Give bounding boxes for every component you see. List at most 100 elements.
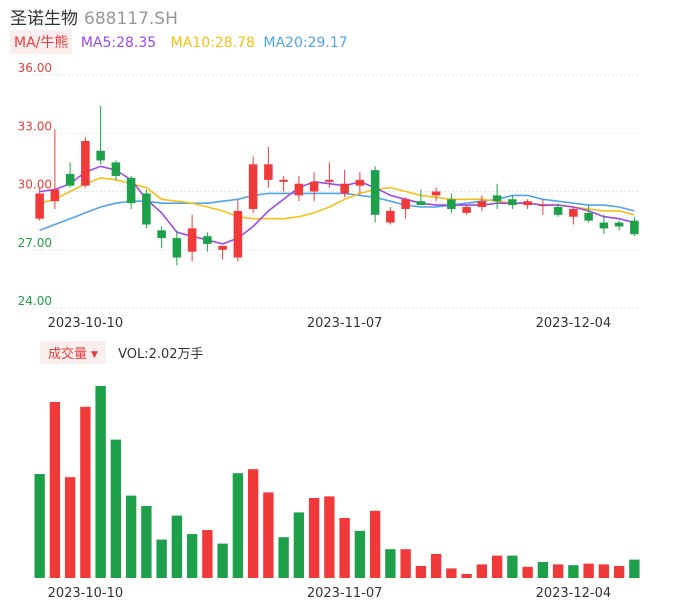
candle-body: [477, 201, 487, 208]
volume-bar: [613, 566, 625, 578]
candle-body: [416, 201, 426, 206]
candle-body: [264, 164, 273, 180]
candle-body: [340, 183, 349, 194]
candle-body: [309, 181, 319, 192]
volume-bar: [537, 562, 549, 578]
candle-body: [96, 150, 105, 161]
candle-body: [508, 199, 517, 206]
volume-bar: [278, 537, 289, 578]
candle-body: [203, 236, 212, 244]
x-tick-label: 2023-10-10: [48, 586, 124, 601]
x-tick-label: 2023-11-07: [307, 586, 383, 601]
volume-bar: [415, 566, 427, 578]
ma10-label: MA10:28.78: [170, 35, 255, 51]
candle-body: [142, 193, 151, 225]
candle-body: [599, 222, 609, 229]
volume-bar: [125, 495, 137, 578]
volume-indicator-dropdown[interactable]: 成交量 ▼: [40, 341, 106, 364]
candle-body: [172, 238, 182, 258]
volume-bar: [34, 474, 45, 578]
volume-bar: [476, 564, 488, 578]
y-tick-label: 36.00: [18, 61, 52, 75]
volume-bar: [110, 439, 122, 578]
volume-bar: [232, 473, 244, 578]
ma5-label: MA5:28.35: [80, 35, 157, 51]
volume-bar: [446, 568, 457, 578]
volume-bar: [491, 555, 503, 578]
price-grid: [32, 74, 640, 309]
volume-bar: [507, 555, 518, 578]
volume-bar: [293, 512, 305, 578]
volume-value: VOL:2.02万手: [118, 347, 204, 362]
volume-bar: [583, 563, 594, 578]
volume-bar: [49, 402, 61, 578]
stock-name: 圣诺生物: [10, 9, 78, 29]
candle-body: [233, 210, 243, 258]
candle-body: [111, 162, 121, 176]
candle-body: [187, 228, 197, 252]
ma-indicator-chip[interactable]: MA/牛熊: [10, 30, 73, 54]
candle-body: [584, 212, 593, 221]
candle-body: [294, 183, 304, 196]
volume-bar: [80, 406, 91, 578]
stock-code: 688117.SH: [84, 9, 178, 29]
volume-bar: [522, 566, 533, 578]
candle-body: [492, 195, 502, 202]
volume-bar: [385, 549, 396, 578]
candle-body: [569, 208, 578, 217]
y-tick-label: 30.00: [18, 178, 52, 192]
y-tick-label: 27.00: [18, 236, 52, 250]
candle-body: [81, 141, 90, 186]
volume-bar: [95, 386, 106, 578]
candle-body: [538, 205, 548, 207]
y-tick-label: 33.00: [18, 119, 52, 133]
candle-body: [279, 179, 288, 182]
volume-bar: [202, 530, 213, 578]
candle-body: [157, 230, 166, 239]
x-tick-label: 2023-12-04: [536, 316, 612, 331]
volume-bar: [247, 469, 259, 578]
candle-body: [630, 220, 639, 235]
y-tick-label: 24.00: [18, 294, 52, 308]
volume-bar: [430, 554, 442, 578]
volume-bar: [568, 565, 579, 578]
candle-body: [325, 179, 334, 182]
volume-chip-label: 成交量: [48, 347, 88, 362]
candle-body: [355, 179, 365, 186]
volume-bar: [354, 530, 366, 578]
volume-bar: [461, 574, 472, 578]
candle-body: [462, 207, 471, 213]
candle-body: [218, 245, 227, 250]
candle-body: [431, 191, 441, 196]
volume-bar: [141, 506, 152, 578]
x-tick-label: 2023-11-07: [307, 316, 383, 331]
ma20-label: MA20:29.17: [263, 35, 348, 51]
volume-bar: [217, 543, 228, 578]
candle-body: [553, 207, 563, 215]
title-row: 圣诺生物 688117.SH: [10, 4, 178, 29]
candle-body: [248, 164, 258, 209]
volume-bars: [34, 386, 640, 578]
candle-body: [401, 199, 410, 209]
volume-bar: [308, 498, 320, 578]
volume-bar: [400, 549, 411, 578]
x-tick-label: 2023-10-10: [48, 316, 124, 331]
candle-body: [35, 193, 44, 219]
volume-bar: [171, 515, 183, 578]
candle-body: [50, 189, 60, 202]
volume-bar: [64, 477, 76, 578]
candle-body: [65, 174, 75, 186]
candle-body: [614, 222, 624, 227]
volume-bar: [339, 518, 350, 578]
ma20-line: [39, 192, 635, 232]
ma5-line: [39, 165, 635, 245]
volume-bar: [186, 534, 198, 578]
candles: [35, 106, 639, 266]
volume-bar: [156, 539, 167, 578]
volume-x-axis: 2023-10-10 2023-11-07 2023-12-04: [48, 586, 612, 601]
candle-body: [523, 201, 532, 206]
price-x-axis: 2023-10-10 2023-11-07 2023-12-04: [48, 316, 612, 331]
volume-bar: [324, 496, 335, 578]
ma-legend: MA/牛熊 MA5:28.35 MA10:28.78 MA20:29.17: [10, 30, 348, 54]
